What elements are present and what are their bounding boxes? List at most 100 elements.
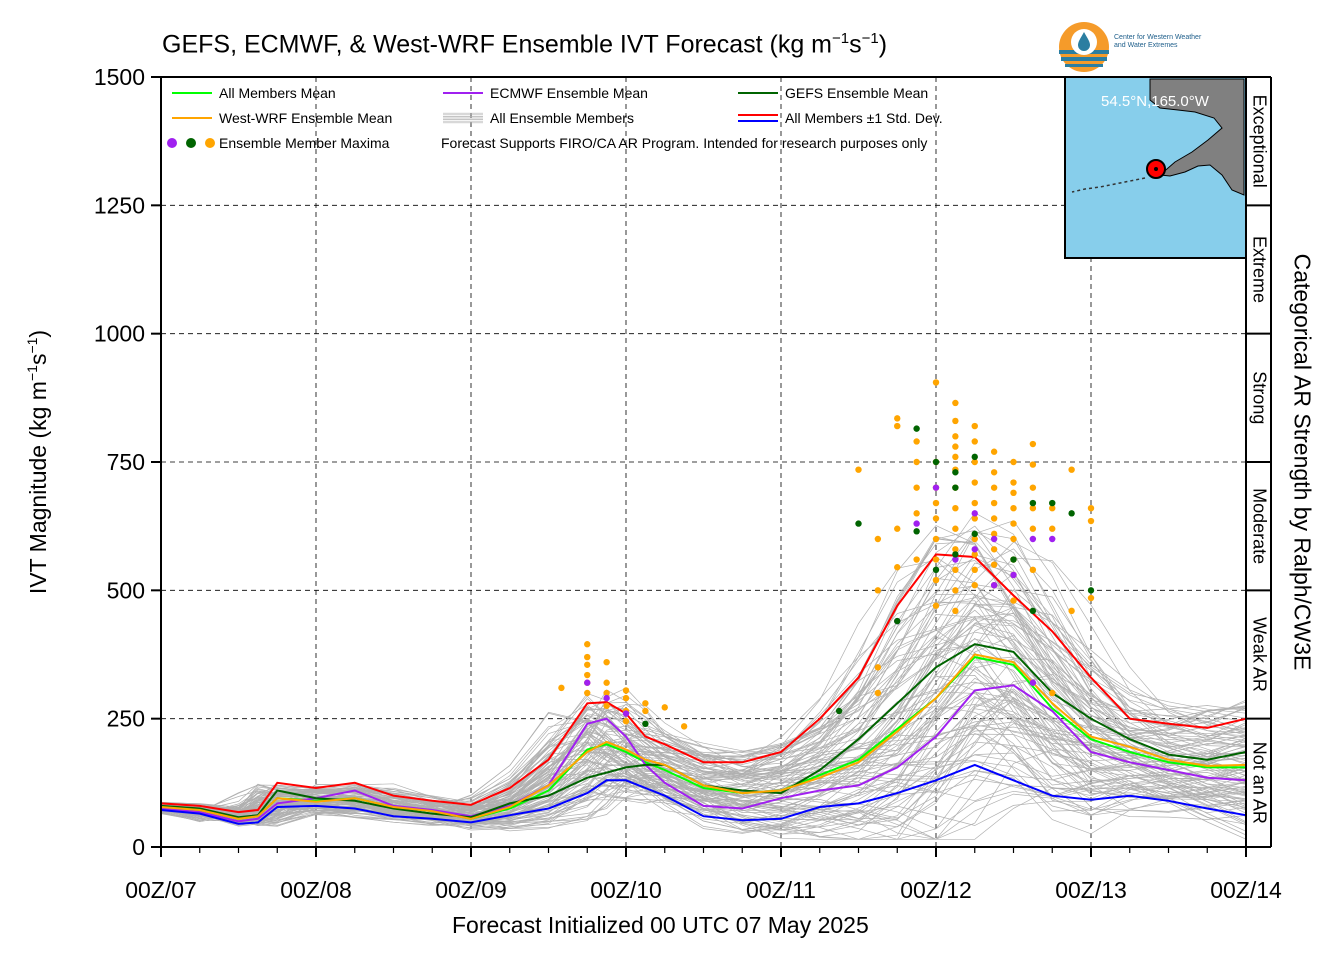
- maxima-dot: [1010, 489, 1017, 496]
- maxima-dot: [1010, 556, 1017, 563]
- maxima-dot: [932, 556, 940, 563]
- axes: 0 250 500 750 1000 1250 1500 00Z/07 00Z/08 00Z/09…: [94, 64, 1282, 903]
- maxima-dot: [642, 720, 649, 727]
- series-line-all-members-1-std-dev: [160, 763, 1247, 825]
- maxima-dot: [990, 499, 998, 507]
- maxima-dot: [990, 484, 998, 491]
- maxima-dot: [952, 453, 959, 461]
- maxima-dot: [584, 661, 591, 668]
- maxima-dot: [1029, 484, 1037, 491]
- maxima-dot: [971, 530, 978, 538]
- maxima-dot: [642, 700, 649, 707]
- maxima-dot: [932, 515, 940, 522]
- maxima-dot: [913, 425, 920, 432]
- series-line-all-members-1-std-dev: [160, 553, 1247, 814]
- maxima-dot: [855, 520, 862, 527]
- x-tick-label: 00Z/10: [590, 877, 662, 903]
- legend-label: All Ensemble Members: [490, 110, 634, 126]
- logo-text: Center for Western Weather and Water Extr…: [1114, 34, 1202, 49]
- ensemble-member-line: [160, 760, 1247, 825]
- maxima-dot: [971, 422, 978, 430]
- ensemble-member-line: [160, 557, 1247, 813]
- ensemble-member-line: [160, 540, 1247, 811]
- maxima-dot: [932, 576, 940, 584]
- legend-label: ECMWF Ensemble Mean: [490, 85, 648, 101]
- maxima-dot: [913, 510, 920, 517]
- cw3e-logo-icon: [1059, 22, 1109, 72]
- ensemble-member-line: [160, 541, 1247, 814]
- maxima-dot: [971, 479, 978, 486]
- maxima-dot: [584, 671, 591, 679]
- maxima-dot: [1010, 571, 1017, 579]
- maxima-dot: [990, 530, 998, 538]
- maxima-dot: [971, 551, 978, 558]
- ensemble-member-line: [160, 704, 1247, 821]
- maxima-dot: [874, 664, 882, 671]
- maxima-dot: [894, 422, 901, 430]
- maxima-dot: [990, 469, 998, 476]
- y-tick-label: 1500: [94, 64, 145, 90]
- maxima-dot: [603, 659, 610, 666]
- maxima-dot: [952, 556, 959, 563]
- member-maxima: [558, 379, 1095, 730]
- ensemble-member-line: [160, 597, 1247, 815]
- maxima-dot: [835, 707, 843, 715]
- ensemble-member-line: [161, 557, 1247, 812]
- maxima-dot: [952, 443, 959, 450]
- maxima-dot: [971, 535, 978, 543]
- legend: All Members Mean ECMWF Ensemble Mean GEFS …: [167, 85, 943, 151]
- maxima-dot: [1010, 505, 1017, 512]
- maxima-dot: [1029, 607, 1037, 615]
- legend-label: GEFS Ensemble Mean: [785, 85, 928, 101]
- maxima-dot: [1029, 535, 1037, 543]
- series-line-gefs-ensemble-mean: [160, 643, 1247, 819]
- maxima-dot: [1087, 587, 1095, 594]
- maxima-dot: [971, 566, 978, 573]
- ensemble-members: [160, 512, 1247, 840]
- y-tick-label: 750: [107, 449, 145, 475]
- maxima-dot: [1087, 594, 1095, 602]
- maxima-dot: [894, 617, 901, 625]
- maxima-dot: [1049, 525, 1056, 532]
- maxima-dot: [1010, 597, 1017, 604]
- maxima-dot: [584, 689, 591, 697]
- inset-location-center: [1154, 167, 1158, 171]
- category-label: Moderate: [1249, 488, 1269, 564]
- maxima-dot: [952, 505, 959, 512]
- ensemble-member-line: [160, 727, 1247, 840]
- category-label: Exceptional: [1249, 95, 1269, 188]
- maxima-dot: [990, 582, 998, 589]
- maxima-dot: [952, 546, 959, 553]
- maxima-dot: [1010, 458, 1017, 466]
- maxima-dot: [603, 679, 610, 686]
- series-lines: [160, 553, 1247, 825]
- maxima-dot: [932, 484, 940, 491]
- maxima-dot: [952, 525, 959, 532]
- x-tick-label: 00Z/12: [900, 877, 972, 903]
- ensemble-member-line: [160, 525, 1247, 811]
- maxima-dot: [855, 466, 862, 473]
- maxima-dot: [603, 689, 610, 697]
- maxima-dot: [1068, 466, 1075, 473]
- maxima-dot: [932, 458, 940, 466]
- maxima-dot: [971, 453, 978, 461]
- maxima-dot: [932, 566, 940, 573]
- maxima-dot: [913, 458, 920, 466]
- maxima-dot: [990, 561, 998, 568]
- maxima-dot: [971, 515, 978, 522]
- maxima-dot: [894, 564, 901, 571]
- maxima-dot: [952, 484, 959, 491]
- y-tick-label: 1250: [94, 192, 145, 218]
- x-tick-label: 00Z/13: [1055, 877, 1127, 903]
- inset-islands: [1071, 177, 1146, 193]
- series-line-all-members-mean: [160, 656, 1246, 820]
- maxima-dot: [932, 535, 940, 543]
- maxima-dot: [603, 702, 610, 710]
- maxima-dot: [932, 602, 940, 609]
- maxima-dot: [952, 566, 959, 573]
- ensemble-member-line: [160, 560, 1247, 812]
- y-tick-label: 500: [107, 577, 145, 603]
- maxima-dot: [584, 679, 591, 686]
- maxima-dot: [622, 710, 630, 717]
- maxima-dot: [952, 607, 959, 615]
